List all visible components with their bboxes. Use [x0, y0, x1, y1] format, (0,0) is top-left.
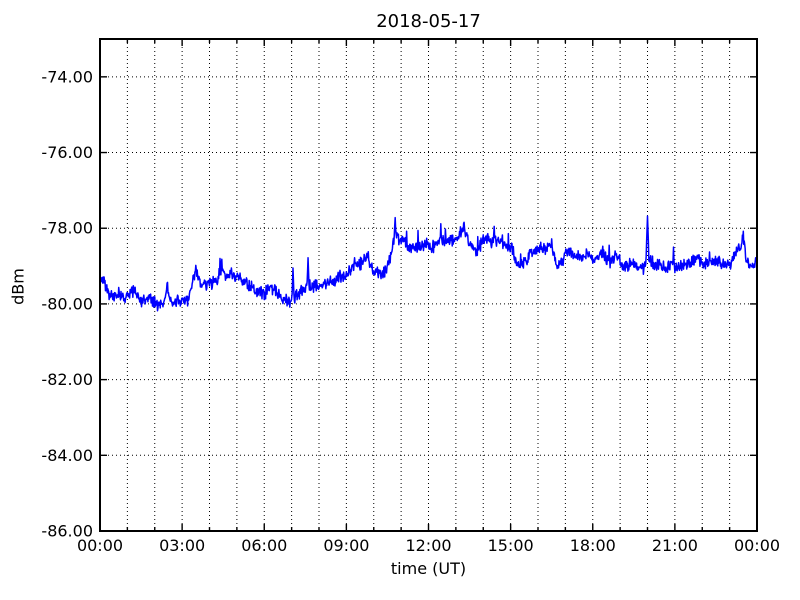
y-tick-label: -86.00	[41, 522, 93, 541]
y-tick-label: -78.00	[41, 219, 93, 238]
chart-title: 2018-05-17	[376, 11, 481, 32]
y-tick-label: -80.00	[41, 294, 93, 313]
plot-border	[99, 38, 758, 532]
y-tick-label: -84.00	[41, 446, 93, 465]
axis-ticks	[99, 39, 758, 532]
x-tick-label: 00:00	[734, 536, 780, 555]
data-line	[99, 215, 758, 312]
x-tick-label: 18:00	[570, 536, 616, 555]
y-tick-label: -76.00	[41, 143, 93, 162]
x-tick-label: 09:00	[323, 536, 369, 555]
y-tick-label: -82.00	[41, 370, 93, 389]
y-tick-label: -74.00	[41, 67, 93, 86]
x-tick-label: 03:00	[159, 536, 205, 555]
x-axis-label: time (UT)	[390, 559, 467, 578]
x-tick-label: 15:00	[488, 536, 534, 555]
x-tick-label: 00:00	[77, 536, 123, 555]
x-tick-labels: 00:00 03:00 06:00 09:00 12:00 15:00 18:00 21:00…	[77, 536, 780, 555]
x-tick-label: 12:00	[405, 536, 451, 555]
x-tick-label: 21:00	[652, 536, 698, 555]
grid-lines	[100, 39, 757, 531]
x-tick-label: 06:00	[241, 536, 287, 555]
y-tick-labels: -74.00 -76.00 -78.00 -80.00 -82.00 -84.00 -86.…	[41, 67, 93, 540]
